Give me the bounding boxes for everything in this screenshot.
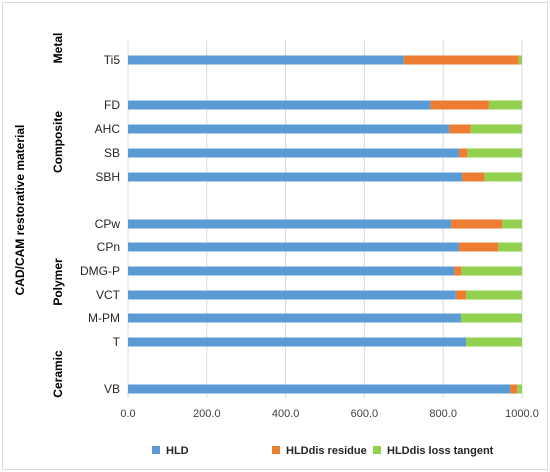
x-tick-label: 800.0	[429, 408, 457, 420]
x-tick-label: 1000.0	[505, 408, 539, 420]
x-tick-label: 0.0	[120, 408, 135, 420]
legend-label: HLDdis loss tangent	[387, 445, 494, 457]
legend-swatch	[272, 446, 280, 454]
bar-CPn-2	[498, 242, 522, 252]
category-label: AHC	[95, 122, 121, 136]
bars	[128, 55, 522, 394]
bar-CPn-0	[128, 242, 459, 252]
bar-T-2	[466, 337, 522, 347]
legend-swatch	[373, 446, 381, 454]
category-label: M-PM	[88, 311, 120, 325]
bar-AHC-2	[470, 124, 522, 134]
bar-VB-2	[517, 384, 522, 394]
bar-DMG-P-0	[128, 266, 455, 276]
bar-SB-1	[458, 148, 468, 158]
legend-swatch	[152, 446, 160, 454]
group-label: Polymer	[51, 258, 65, 306]
x-tick-label: 600.0	[351, 408, 379, 420]
x-tick-label: 400.0	[272, 408, 300, 420]
bar-Ti5-2	[518, 55, 522, 65]
bar-M-PM-0	[128, 313, 461, 323]
bar-Ti5-1	[403, 55, 519, 65]
category-label: T	[113, 335, 121, 349]
bar-CPw-1	[451, 219, 503, 229]
bar-CPn-1	[458, 242, 499, 252]
bar-VCT-2	[466, 290, 522, 300]
category-label: SB	[104, 146, 120, 160]
bar-T-0	[128, 337, 467, 347]
category-label: FD	[104, 98, 120, 112]
bar-VCT-0	[128, 290, 456, 300]
bar-CPw-0	[128, 219, 452, 229]
bar-SB-2	[467, 148, 522, 158]
bar-SBH-0	[128, 172, 463, 182]
bar-M-PM-2	[460, 313, 522, 323]
category-label: CPn	[97, 240, 120, 254]
group-label: Composite	[51, 111, 65, 173]
bar-VB-1	[510, 384, 518, 394]
bar-SBH-1	[462, 172, 485, 182]
category-label: VCT	[96, 288, 121, 302]
group-labels: Metal Composite Polymer Ceramic	[51, 33, 65, 398]
legend-label: HLD	[166, 445, 189, 457]
category-labels: Ti5 FD AHC SB SBH CPw CPn DMG-P VCT M-PM T VB	[80, 53, 121, 396]
category-label: Ti5	[104, 53, 121, 67]
bar-CPw-2	[502, 219, 522, 229]
category-label: DMG-P	[80, 264, 120, 278]
legend-label: HLDdis residue	[286, 445, 367, 457]
x-tick-label: 200.0	[193, 408, 221, 420]
bar-SBH-2	[484, 172, 522, 182]
bar-Ti5-0	[128, 55, 404, 65]
bar-AHC-1	[449, 124, 471, 134]
bar-DMG-P-1	[454, 266, 462, 276]
bar-SB-0	[128, 148, 459, 158]
group-label: Metal	[51, 33, 65, 64]
category-label: CPw	[95, 217, 121, 231]
bar-AHC-0	[128, 124, 450, 134]
bar-FD-0	[128, 100, 431, 110]
category-label: SBH	[95, 170, 120, 184]
category-label: VB	[104, 382, 120, 396]
legend: HLD HLDdis residue HLDdis loss tangent	[152, 445, 494, 457]
bar-FD-2	[488, 100, 522, 110]
bar-DMG-P-2	[461, 266, 522, 276]
bar-VB-0	[128, 384, 511, 394]
y-axis-title: CAD/CAM restorative material	[13, 125, 27, 296]
x-axis-ticks: 0.0 200.0 400.0 600.0 800.0 1000.0	[120, 408, 538, 420]
bar-VCT-1	[455, 290, 467, 300]
group-label: Ceramic	[51, 350, 65, 398]
bar-FD-1	[430, 100, 489, 110]
